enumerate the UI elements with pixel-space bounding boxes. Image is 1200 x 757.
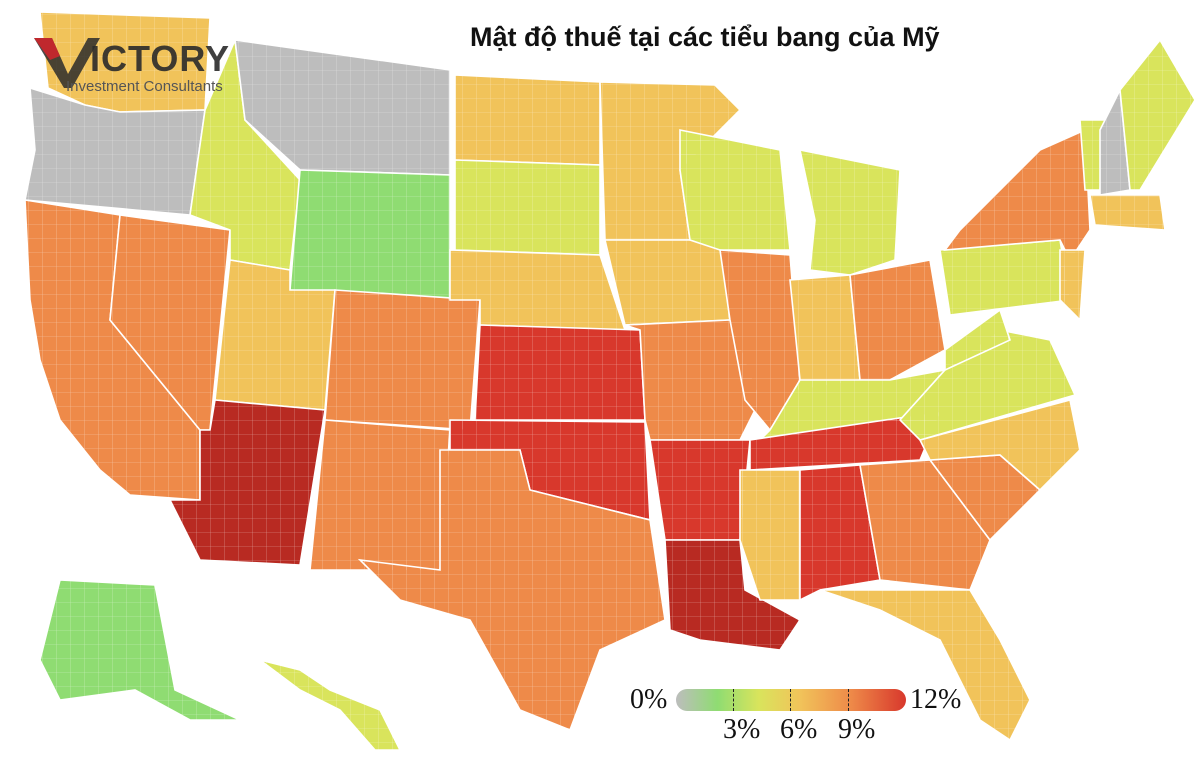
county-lines-massachusetts	[1090, 195, 1165, 230]
county-lines-new-jersey	[1060, 250, 1085, 320]
county-lines-idaho	[190, 40, 300, 270]
county-lines-new-hampshire	[1100, 90, 1130, 195]
county-lines-south-carolina	[930, 455, 1040, 540]
county-lines-virginia	[900, 330, 1075, 440]
county-lines-ohio	[850, 260, 945, 380]
county-lines-california	[25, 200, 200, 500]
county-lines-louisiana	[665, 540, 800, 650]
county-lines-new-york	[945, 130, 1090, 260]
legend-tick-3	[733, 689, 734, 711]
county-lines-missouri	[625, 320, 760, 440]
county-lines-vermont	[1080, 120, 1105, 190]
county-lines-hawaii	[260, 660, 400, 750]
county-lines-arizona	[170, 400, 325, 565]
county-lines-colorado	[325, 290, 480, 430]
county-lines-minnesota	[600, 82, 740, 240]
county-lines-oregon	[25, 88, 205, 215]
county-lines-georgia	[860, 460, 990, 590]
county-lines-north-carolina	[920, 400, 1080, 490]
county-lines-michigan	[800, 150, 900, 275]
county-lines-tennessee	[750, 412, 940, 470]
county-lines-kentucky	[760, 370, 945, 440]
legend-tick-9	[848, 689, 849, 711]
county-lines-mississippi	[740, 470, 800, 600]
county-lines-arkansas	[650, 440, 750, 540]
county-lines-north-dakota	[455, 75, 600, 165]
county-lines-utah	[215, 260, 335, 410]
county-lines-iowa	[605, 240, 730, 325]
county-lines-nevada	[110, 215, 230, 430]
county-lines-nebraska	[450, 250, 625, 330]
county-lines-pennsylvania	[940, 240, 1070, 315]
county-lines-west-virginia	[945, 310, 1010, 370]
county-lines-montana	[235, 40, 450, 175]
county-lines-florida	[820, 590, 1030, 740]
county-lines-alaska	[40, 580, 240, 720]
legend-tick-6	[790, 689, 791, 711]
county-lines-new-mexico	[310, 420, 450, 570]
legend-min-label: 0%	[630, 684, 668, 715]
county-lines-kansas	[475, 325, 645, 420]
legend-tick-label-9: 9%	[838, 714, 876, 745]
county-lines-indiana	[790, 275, 860, 390]
legend-color-bar	[676, 689, 906, 711]
county-lines-wisconsin	[680, 130, 790, 250]
county-grid-overlay	[25, 12, 1195, 750]
logo-subtitle: Investment Consultants	[66, 78, 223, 95]
county-lines-illinois	[720, 250, 800, 430]
county-lines-oklahoma	[450, 420, 650, 520]
logo-v-mark-icon	[34, 38, 100, 88]
logo-name: ICTORY	[90, 38, 231, 79]
county-lines-washington	[40, 12, 210, 112]
county-lines-texas	[360, 450, 665, 730]
county-lines-maine	[1120, 40, 1195, 190]
legend-tick-label-3: 3%	[723, 714, 761, 745]
legend-tick-label-6: 6%	[780, 714, 818, 745]
county-lines-wyoming	[290, 170, 450, 300]
legend-max-label: 12%	[910, 684, 962, 715]
county-lines-south-dakota	[455, 160, 600, 255]
victory-logo: ICTORY Investment Consultants	[30, 30, 240, 100]
county-lines-alabama	[800, 465, 880, 600]
map-title: Mật độ thuế tại các tiểu bang của Mỹ	[470, 22, 940, 52]
